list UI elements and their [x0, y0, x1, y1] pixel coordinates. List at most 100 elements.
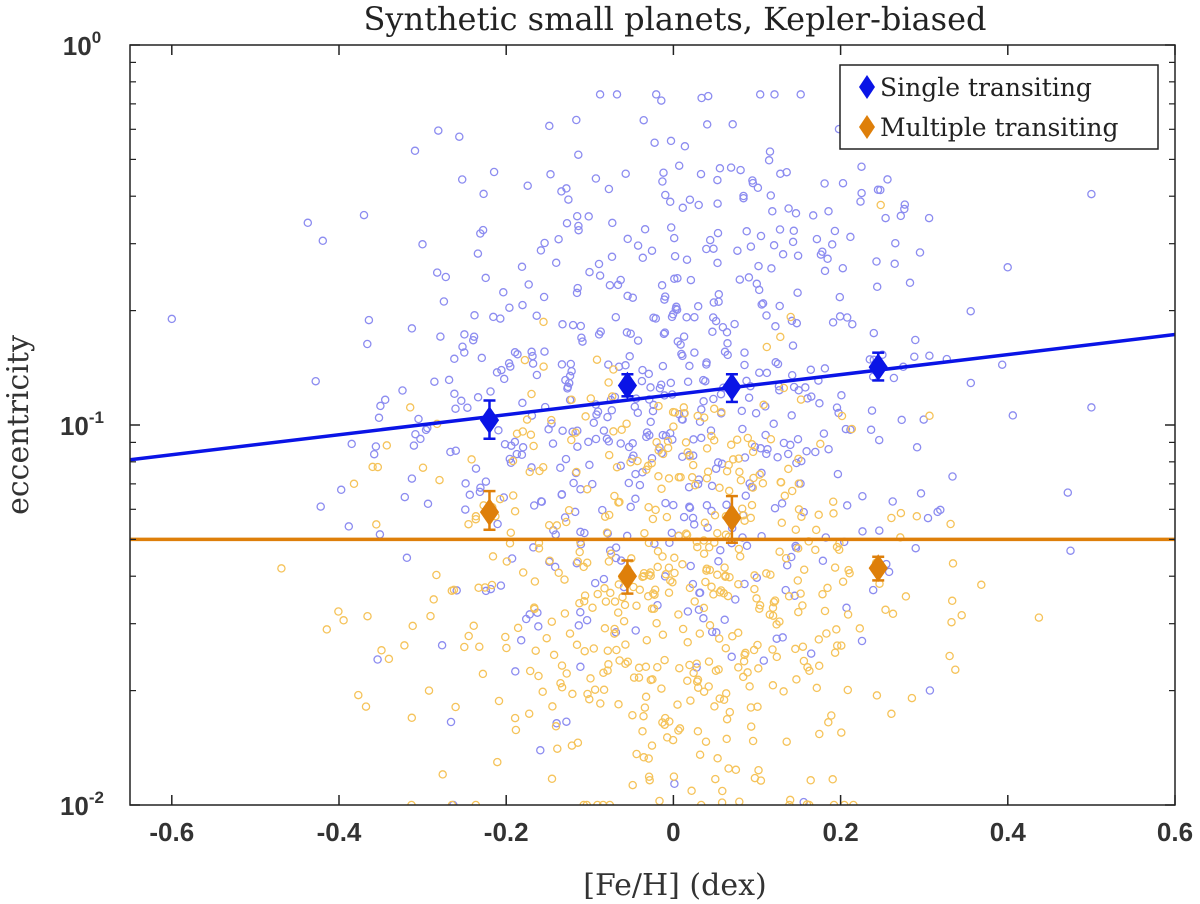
scatter-point	[794, 505, 804, 514]
scatter-point	[580, 591, 590, 600]
scatter-point	[660, 328, 670, 337]
scatter-point	[1003, 263, 1012, 272]
scatter-point	[545, 556, 554, 565]
scatter-point	[311, 376, 320, 386]
scatter-point	[685, 502, 694, 512]
scatter-point	[481, 586, 491, 596]
scatter-point	[565, 629, 575, 638]
scatter-point	[732, 435, 742, 444]
scatter-point	[713, 228, 723, 238]
scatter-point	[590, 578, 600, 588]
scatter-point	[718, 786, 727, 796]
scatter-point	[759, 656, 769, 665]
scatter-point	[567, 366, 576, 376]
scatter-point	[382, 441, 392, 450]
scatter-point	[588, 479, 597, 489]
scatter-point	[658, 718, 667, 727]
scatter-point	[744, 273, 754, 282]
scatter-point	[604, 184, 614, 194]
scatter-point	[915, 248, 925, 257]
scatter-point	[595, 90, 605, 99]
scatter-point	[785, 795, 795, 805]
scatter-point	[761, 430, 770, 440]
scatter-point	[835, 292, 845, 302]
scatter-point	[843, 610, 853, 619]
scatter-point	[796, 589, 805, 598]
scatter-point	[766, 191, 776, 200]
scatter-point	[613, 608, 623, 617]
scatter-point	[511, 725, 521, 735]
scatter-point	[558, 320, 567, 329]
scatter-point	[714, 290, 724, 299]
scatter-point	[486, 387, 495, 396]
mean-marker-single	[868, 353, 888, 382]
scatter-point	[567, 741, 577, 750]
scatter-point	[460, 642, 469, 652]
scatter-point	[775, 301, 784, 311]
scatter-point	[664, 474, 674, 483]
scatter-point	[604, 557, 614, 566]
scatter-point	[526, 430, 536, 439]
scatter-point	[679, 403, 689, 412]
scatter-point	[384, 654, 394, 664]
scatter-point	[659, 329, 669, 339]
scatter-point	[651, 505, 660, 515]
scatter-point	[769, 419, 778, 429]
scatter-point	[590, 685, 600, 694]
scatter-point	[585, 694, 594, 704]
scatter-point	[609, 427, 618, 436]
scatter-point	[791, 209, 801, 218]
scatter-point	[713, 570, 722, 580]
scatter-point	[678, 203, 688, 213]
scatter-point	[889, 373, 899, 383]
scatter-point	[840, 800, 849, 805]
scatter-point	[696, 800, 706, 805]
scatter-point	[654, 446, 663, 455]
scatter-point	[631, 469, 640, 479]
scatter-point	[371, 442, 381, 451]
scatter-point	[738, 424, 747, 434]
scatter-point	[594, 259, 604, 269]
scatter-point	[646, 383, 655, 392]
scatter-point	[777, 499, 787, 508]
scatter-point	[461, 479, 470, 488]
scatter-point	[599, 426, 609, 435]
scatter-point	[447, 800, 457, 805]
scatter-point	[669, 422, 678, 431]
scatter-point	[562, 184, 571, 193]
scatter-point	[797, 512, 806, 521]
scatter-point	[596, 699, 605, 708]
scatter-point	[750, 571, 759, 580]
scatter-point	[673, 273, 682, 283]
scatter-point	[816, 439, 825, 449]
scatter-point	[699, 413, 709, 422]
scatter-point	[762, 449, 771, 459]
scatter-point	[603, 666, 612, 675]
scatter-point	[710, 702, 719, 711]
scatter-point	[578, 337, 587, 346]
scatter-point	[715, 694, 724, 703]
scatter-point	[584, 212, 593, 221]
legend-label-multiple: Multiple transiting	[880, 113, 1118, 142]
scatter-point	[768, 207, 777, 216]
scatter-point	[363, 611, 372, 621]
scatter-point	[692, 659, 701, 668]
scatter-point	[690, 312, 699, 322]
scatter-point	[516, 636, 526, 645]
scatter-point	[557, 360, 567, 369]
scatter-point	[736, 165, 745, 175]
scatter-point	[716, 545, 725, 555]
scatter-point	[408, 621, 417, 631]
scatter-point	[608, 218, 617, 228]
scatter-point	[911, 335, 920, 345]
scatter-point	[755, 601, 765, 610]
scatter-point	[607, 252, 617, 262]
scatter-point	[663, 443, 673, 453]
scatter-point	[373, 655, 382, 664]
scatter-point	[640, 703, 650, 712]
scatter-point	[658, 552, 667, 561]
scatter-point	[629, 673, 639, 682]
scatter-point	[694, 605, 704, 615]
scatter-point	[697, 93, 706, 103]
scatter-point	[538, 687, 547, 697]
